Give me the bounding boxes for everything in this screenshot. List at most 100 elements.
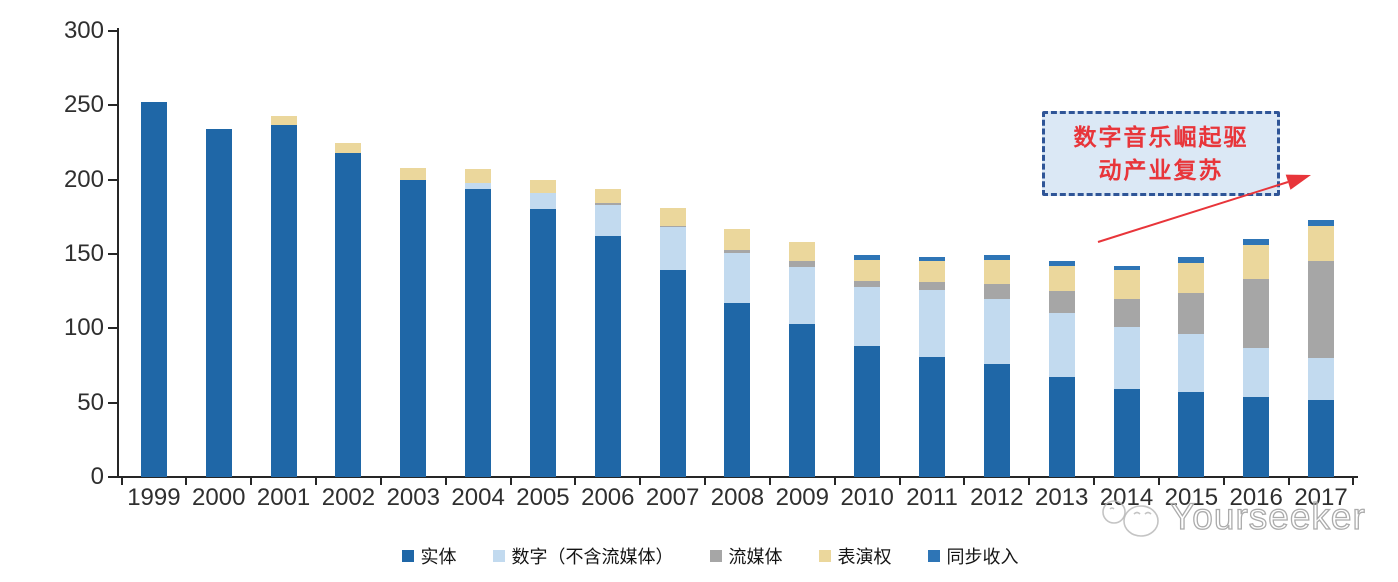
- y-tick-mark-150: [108, 253, 118, 255]
- bar-2007-streaming: [659, 225, 686, 228]
- x-label-2015: 2015: [1164, 484, 1219, 511]
- y-tick-label-150: 150: [63, 240, 104, 267]
- bar-2010-digital-excl-streaming: [854, 286, 881, 347]
- legend-label-performance-rights: 表演权: [837, 547, 892, 567]
- bar-2011-streaming: [919, 282, 945, 290]
- x-tick-mark-7: [574, 477, 577, 485]
- x-label-2001: 2001: [256, 484, 311, 511]
- annotation-line-1: 数字音乐崛起驱: [1073, 123, 1249, 150]
- x-label-2008: 2008: [710, 484, 765, 511]
- watermark-logo-icon: [1102, 500, 1159, 537]
- legend-item-physical: 实体: [401, 543, 457, 569]
- legend-label-physical: 实体: [420, 547, 457, 567]
- legend-item-streaming: 流媒体: [709, 543, 783, 569]
- x-label-2011: 2011: [906, 484, 958, 511]
- bar-2013-performance-rights: [1048, 265, 1075, 292]
- x-tick-mark-12: [898, 477, 901, 485]
- legend-swatch-physical: [401, 550, 414, 562]
- x-tick-mark-4: [379, 477, 382, 485]
- bar-2009-digital-excl-streaming: [789, 267, 816, 324]
- bar-2015-performance-rights: [1178, 262, 1205, 293]
- annotation-line-2: 动产业复苏: [1098, 156, 1224, 183]
- legend-swatch-sync-revenue: [927, 550, 940, 562]
- legend-item-performance-rights: 表演权: [818, 543, 892, 569]
- x-label-2017: 2017: [1294, 484, 1348, 511]
- bar-2002-physical: [335, 152, 362, 477]
- x-tick-mark-9: [704, 477, 707, 485]
- bar-2010-performance-rights: [854, 259, 881, 281]
- bar-2017-physical: [1308, 399, 1335, 477]
- bar-2016-digital-excl-streaming: [1243, 347, 1270, 397]
- bar-2015-digital-excl-streaming: [1178, 334, 1205, 393]
- bar-2017-performance-rights: [1308, 225, 1335, 262]
- bar-2006-streaming: [594, 203, 621, 205]
- x-label-2000: 2000: [192, 484, 246, 511]
- x-tick-mark-16: [1157, 477, 1160, 485]
- y-tick-label-250: 250: [63, 91, 104, 119]
- bar-2016-physical: [1243, 396, 1270, 477]
- y-tick-mark-100: [108, 327, 118, 330]
- y-tick-label-200: 200: [63, 165, 104, 193]
- y-tick-mark-50: [108, 401, 118, 404]
- x-tick-mark-3: [315, 477, 318, 485]
- legend-item-sync-revenue: 同步收入: [927, 543, 1019, 569]
- bar-2013-sync-revenue: [1048, 261, 1075, 266]
- bar-2007-digital-excl-streaming: [659, 227, 686, 271]
- bar-2008-performance-rights: [724, 228, 751, 250]
- legend-item-digital-excl-streaming: 数字（不含流媒体）: [492, 543, 674, 569]
- watermark-text: Yourseeker: [1169, 495, 1366, 537]
- y-tick-label-100: 100: [63, 314, 104, 342]
- bar-2011-physical: [919, 356, 945, 477]
- bar-2004-physical: [465, 188, 492, 477]
- x-tick-mark-8: [639, 477, 642, 485]
- bar-2001-physical: [270, 124, 297, 477]
- x-label-2016: 2016: [1229, 484, 1283, 511]
- y-tick-label-0: 0: [90, 463, 104, 490]
- bar-2001-performance-rights: [270, 115, 297, 125]
- x-label-2007: 2007: [645, 484, 700, 511]
- y-axis-line: [117, 28, 119, 478]
- bar-2012-sync-revenue: [983, 255, 1010, 260]
- bar-2007-performance-rights: [659, 207, 686, 226]
- x-label-2003: 2003: [386, 484, 440, 511]
- legend: 实体 数字（不含流媒体） 流媒体 表演权 同步收入: [11, 543, 1398, 569]
- x-label-2002: 2002: [321, 484, 376, 511]
- x-label-2006: 2006: [581, 484, 635, 511]
- x-tick-mark-0: [120, 477, 123, 485]
- bar-2005-digital-excl-streaming: [529, 193, 556, 210]
- bar-2003-performance-rights: [400, 167, 427, 180]
- bar-2009-performance-rights: [789, 242, 816, 262]
- bar-2009-physical: [789, 323, 816, 477]
- y-tick-label-50: 50: [77, 388, 104, 416]
- bar-2005-physical: [529, 209, 556, 477]
- bar-2014-streaming: [1113, 298, 1140, 327]
- bar-2017-sync-revenue: [1308, 219, 1335, 226]
- bar-2016-streaming: [1243, 279, 1270, 348]
- x-tick-mark-11: [833, 477, 836, 485]
- bar-2000-physical: [205, 129, 232, 477]
- bar-2003-physical: [400, 179, 427, 477]
- bar-2015-sync-revenue: [1178, 256, 1205, 263]
- bar-2011-digital-excl-streaming: [919, 289, 945, 357]
- bar-2008-physical: [724, 303, 751, 477]
- bar-2004-performance-rights: [465, 169, 492, 183]
- y-tick-mark-200: [108, 178, 118, 181]
- bar-2015-streaming: [1178, 292, 1205, 335]
- bar-2005-performance-rights: [529, 179, 556, 194]
- bar-2011-sync-revenue: [919, 256, 945, 262]
- x-label-2012: 2012: [970, 484, 1024, 511]
- x-tick-mark-5: [444, 477, 447, 485]
- legend-swatch-performance-rights: [818, 550, 831, 562]
- bar-2006-performance-rights: [594, 188, 621, 204]
- x-axis-line: [112, 476, 1358, 478]
- bar-2017-streaming: [1308, 261, 1335, 359]
- x-label-2010: 2010: [840, 484, 894, 511]
- bar-2012-streaming: [983, 283, 1010, 299]
- legend-label-digital-excl-streaming: 数字（不含流媒体）: [511, 547, 674, 567]
- bar-2013-streaming: [1048, 291, 1075, 314]
- annotation-callout: 数字音乐崛起驱 动产业复苏: [1042, 111, 1280, 196]
- bar-2010-streaming: [854, 280, 881, 287]
- bar-2012-physical: [983, 364, 1010, 477]
- legend-label-streaming: 流媒体: [728, 547, 783, 567]
